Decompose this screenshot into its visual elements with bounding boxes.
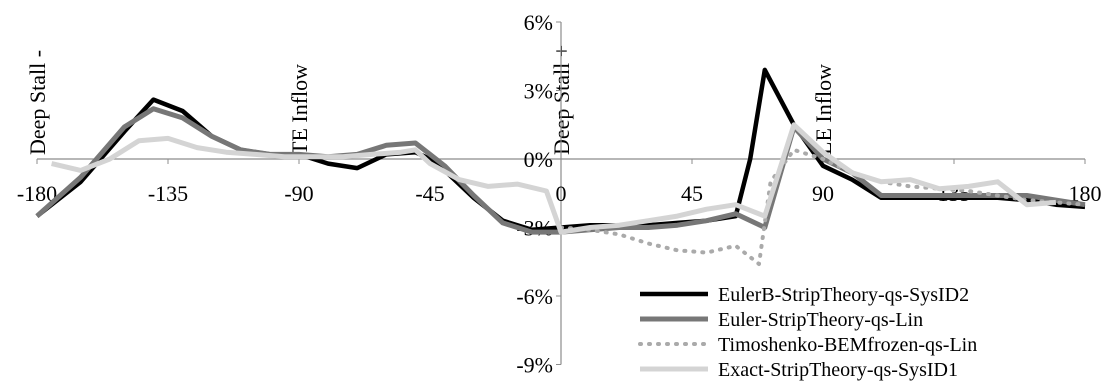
legend-label: Timoshenko-BEMfrozen-qs-Lin: [718, 334, 977, 356]
y-tick-label: 6%: [524, 10, 553, 35]
y-tick-label: 0%: [524, 147, 553, 172]
x-tick-label: 0: [556, 181, 567, 206]
region-label: Deep Stall -: [25, 50, 50, 155]
y-tick-label: 3%: [524, 79, 553, 104]
legend-label: EulerB-StripTheory-qs-SysID2: [718, 284, 969, 306]
x-tick-label: -90: [284, 181, 313, 206]
x-tick-label: -135: [148, 181, 188, 206]
series-lines: [35, 67, 1087, 266]
legend-label: Exact-StripTheory-qs-SysID1: [718, 359, 958, 381]
region-labels: Deep Stall - TE Inflow Deep Stall + LE Infl…: [25, 45, 836, 155]
region-label: TE Inflow: [287, 64, 312, 155]
x-tick-label: 90: [812, 181, 834, 206]
y-tick-label: -6%: [516, 284, 553, 309]
legend: EulerB-StripTheory-qs-SysID2 Euler-StripT…: [638, 284, 977, 381]
x-tick-label: -45: [415, 181, 444, 206]
x-tick-label: 45: [681, 181, 703, 206]
axes: 6%3%0%-3%-6%-9%-180 -135 -90 -45 0 45 90 135 180: [17, 10, 1102, 378]
legend-label: Euler-StripTheory-qs-Lin: [718, 309, 923, 331]
region-label: LE Inflow: [811, 64, 836, 155]
y-tick-label: -9%: [516, 353, 553, 378]
series-line: [51, 122, 1057, 235]
